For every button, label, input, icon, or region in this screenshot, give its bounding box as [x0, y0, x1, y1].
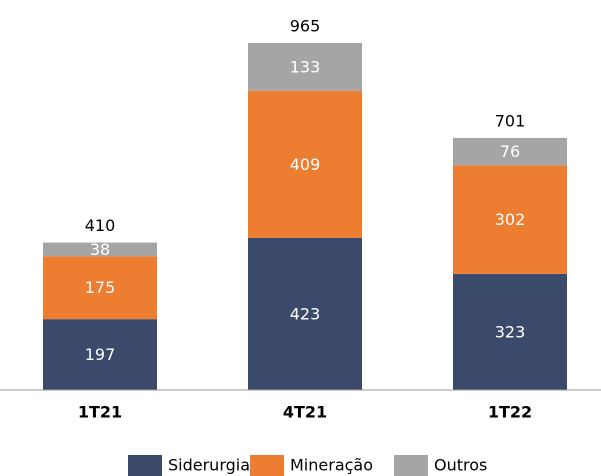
data-label: 302	[495, 210, 526, 229]
data-label: 423	[290, 304, 321, 323]
bar-segment	[248, 43, 362, 91]
bar-segment	[43, 319, 157, 390]
legend-swatch	[128, 455, 162, 476]
total-label: 701	[495, 111, 526, 130]
bar-segment	[453, 165, 567, 274]
x-tick-label: 1T21	[78, 403, 122, 422]
bar-segment	[248, 237, 362, 390]
x-tick-label: 1T22	[488, 403, 532, 422]
total-label: 410	[85, 216, 116, 235]
total-label: 965	[290, 17, 321, 36]
data-label: 38	[90, 240, 110, 259]
x-tick-label: 4T21	[283, 403, 327, 422]
bar-segment	[43, 256, 157, 320]
bar-segment	[453, 137, 567, 166]
legend-label: Siderurgia	[168, 456, 250, 475]
data-label: 323	[495, 322, 526, 341]
data-label: 409	[290, 155, 321, 174]
data-label: 175	[85, 278, 116, 297]
data-label: 133	[290, 57, 321, 76]
bar-segment	[453, 273, 567, 390]
legend-label: Outros	[434, 456, 487, 475]
data-label: 76	[500, 142, 520, 161]
legend-swatch	[250, 455, 284, 476]
legend-swatch	[394, 455, 428, 476]
data-label: 197	[85, 345, 116, 364]
legend-label: Mineração	[290, 456, 373, 475]
bar-segment	[43, 242, 157, 257]
bar-segment	[248, 90, 362, 238]
